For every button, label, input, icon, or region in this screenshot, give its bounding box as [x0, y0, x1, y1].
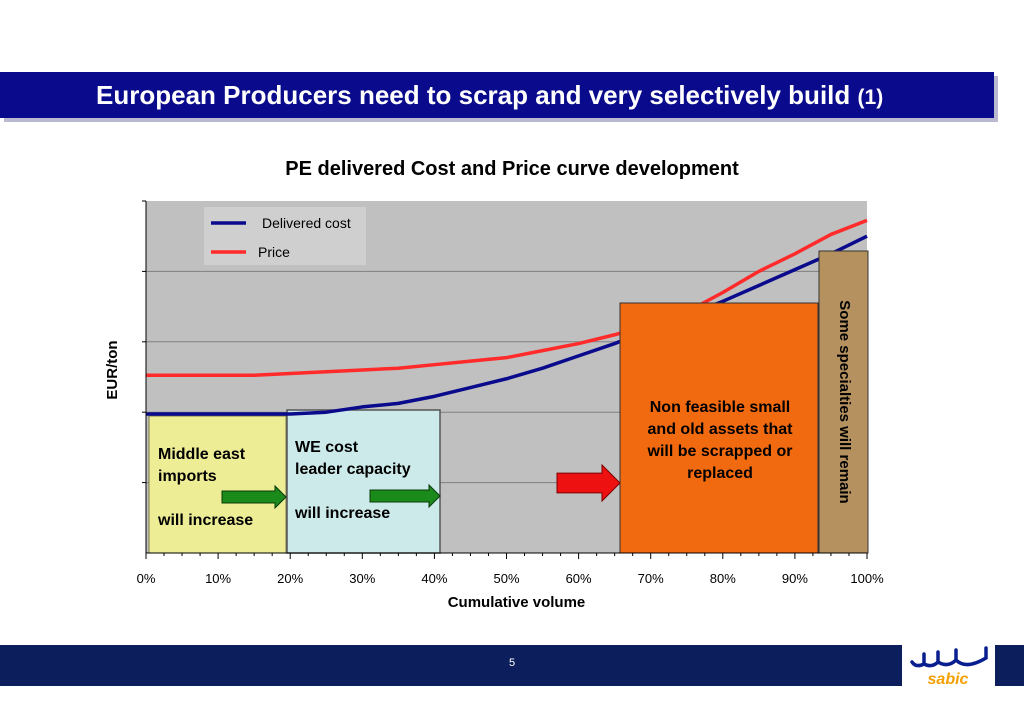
middle-east-line3: will increase	[158, 512, 254, 529]
sabic-logo-mark: sabic	[910, 646, 988, 688]
non-feasible-line3: will be scrapped or	[647, 443, 793, 460]
non-feasible-line2: and old assets that	[647, 421, 793, 438]
non-feasible-label: Non feasible small and old assets that w…	[622, 397, 818, 485]
middle-east-line1: Middle east	[158, 446, 246, 463]
non-feasible-line1: Non feasible small	[649, 399, 791, 416]
non-feasible-line4: replaced	[687, 465, 753, 482]
x-tick-label: 100%	[850, 571, 884, 586]
x-tick-label: 90%	[782, 571, 808, 586]
y-axis-label: EUR/ton	[104, 340, 121, 399]
green-arrow-1	[221, 484, 287, 510]
title-bar	[0, 72, 994, 118]
x-tick-label: 50%	[493, 571, 519, 586]
legend-box	[204, 207, 366, 265]
red-arrow	[556, 463, 621, 503]
middle-east-line2: imports	[158, 468, 217, 485]
sabic-logo-text: sabic	[928, 671, 969, 688]
x-tick-label: 80%	[710, 571, 736, 586]
chart-title: PE delivered Cost and Price curve develo…	[285, 158, 739, 180]
sabic-logo: sabic	[902, 640, 995, 688]
we-cost-line2: leader capacity	[295, 461, 411, 478]
footer-bar	[0, 645, 1024, 686]
x-tick-label: 40%	[421, 571, 447, 586]
slide-title-main: European Producers need to scrap and ver…	[96, 80, 851, 110]
specialties-box	[818, 250, 869, 554]
we-cost-box	[286, 409, 441, 554]
middle-east-box	[148, 415, 287, 554]
slide-title-suffix: (1)	[857, 86, 884, 109]
legend-label-delivered-cost: Delivered cost	[262, 215, 351, 231]
page-number: 5	[508, 657, 516, 669]
series-line-delivered-cost	[146, 234, 868, 416]
x-tick-label: 70%	[638, 571, 664, 586]
specialties-label: Some specialties will remain	[836, 300, 853, 503]
x-tick-label: 0%	[137, 571, 156, 586]
we-cost-line1: WE cost	[295, 439, 359, 456]
slide-title: European Producers need to scrap and ver…	[96, 80, 883, 111]
x-axis-label: Cumulative volume	[448, 594, 586, 611]
x-tick-label: 60%	[566, 571, 592, 586]
legend-label-price: Price	[258, 244, 290, 260]
we-cost-label: WE cost leader capacity will increase	[295, 437, 411, 525]
x-tick-label: 30%	[349, 571, 375, 586]
non-feasible-box	[619, 302, 819, 554]
x-tick-label: 20%	[277, 571, 303, 586]
series-line-price	[146, 218, 868, 377]
we-cost-line3: will increase	[295, 505, 391, 522]
x-tick-label: 10%	[205, 571, 231, 586]
green-arrow-2	[369, 483, 441, 509]
middle-east-label: Middle east imports will increase	[158, 444, 253, 532]
